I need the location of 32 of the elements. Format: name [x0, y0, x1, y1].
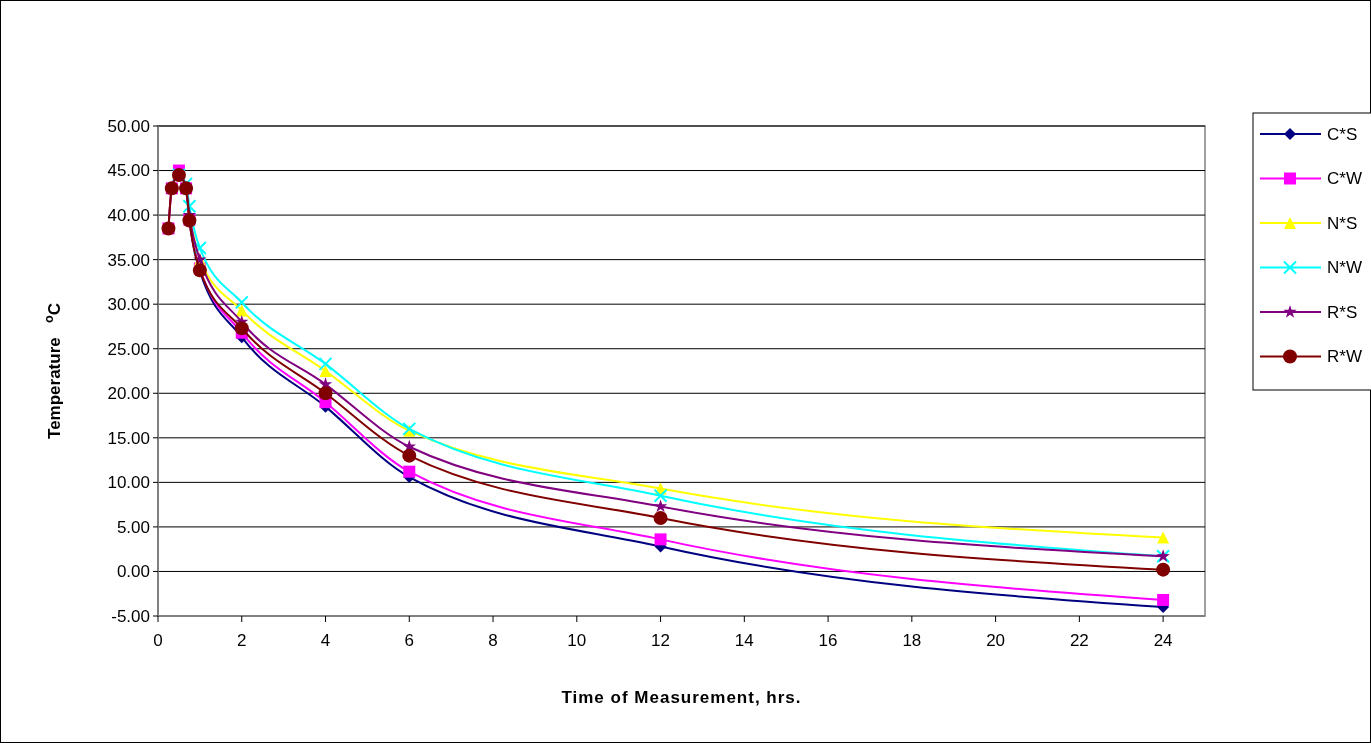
y-tick-label: 40.00: [107, 206, 150, 226]
x-tick-label: 4: [320, 631, 331, 650]
x-tick-label: 22: [1069, 631, 1089, 650]
legend-label: C*S: [1327, 124, 1358, 144]
y-tick-label: 20.00: [107, 384, 150, 404]
y-tick-label: 45.00: [107, 161, 150, 181]
x-tick-label: 6: [404, 631, 415, 650]
x-tick-label: 12: [651, 631, 671, 650]
y-tick-label: -5.00: [111, 606, 150, 626]
legend-label: R*S: [1327, 302, 1358, 322]
y-tick-label: 30.00: [107, 295, 150, 315]
x-tick-label: 0: [153, 631, 163, 650]
y-tick-label: 5.00: [116, 517, 150, 537]
y-tick-label: 15.00: [107, 428, 150, 448]
x-tick-label: 18: [902, 631, 922, 650]
x-axis-title: Time of Measurement, hrs.: [561, 688, 802, 707]
x-tick-label: 14: [734, 631, 754, 650]
x-tick-label: 20: [986, 631, 1006, 650]
legend-label: N*W: [1327, 258, 1362, 278]
y-tick-label: 25.00: [107, 339, 150, 359]
legend-label: C*W: [1327, 169, 1362, 189]
x-tick-label: 10: [567, 631, 587, 650]
y-tick-label: 10.00: [107, 473, 150, 493]
x-tick-label: 24: [1153, 631, 1173, 650]
y-tick-label: 35.00: [107, 250, 150, 270]
legend-label: N*S: [1327, 213, 1358, 233]
y-tick-label: 50.00: [107, 116, 150, 136]
x-tick-label: 2: [237, 631, 247, 650]
x-tick-label: 8: [488, 631, 498, 650]
legend-label: R*W: [1327, 347, 1362, 367]
x-tick-label: 16: [818, 631, 838, 650]
y-tick-label: 0.00: [116, 562, 150, 582]
